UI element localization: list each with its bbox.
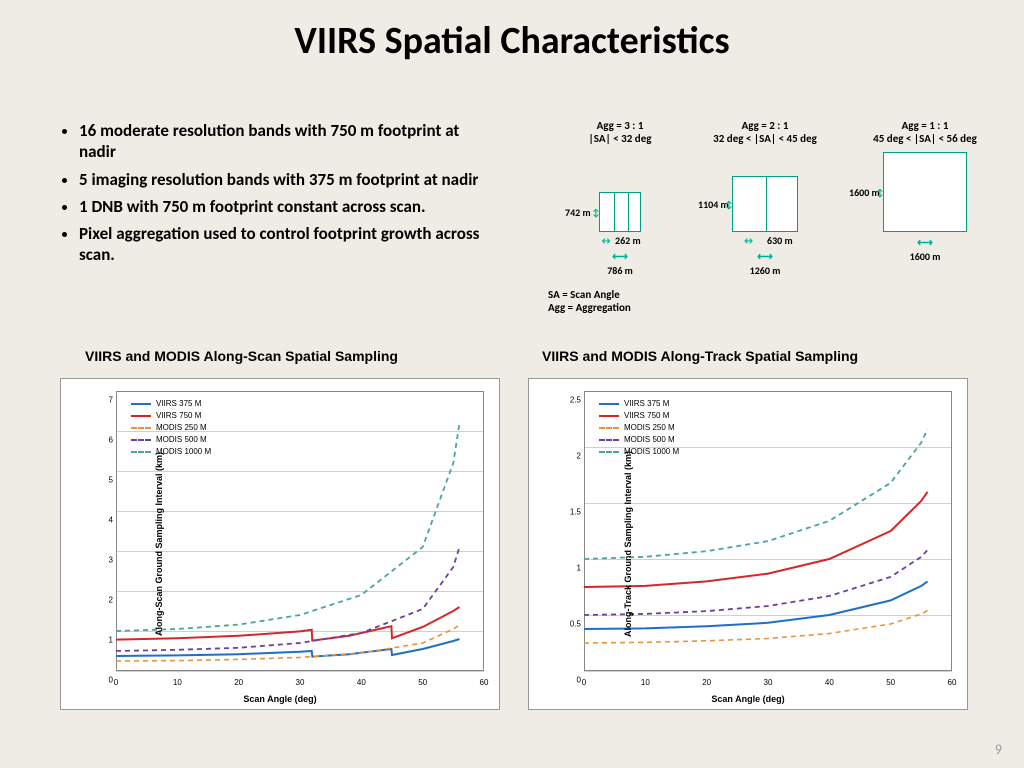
- aggregation-diagram: Agg = 3 : 1|SA| < 32 deg742 m↕↔262 m⟷786…: [510, 120, 1000, 320]
- agg-width-label: 1260 m: [695, 264, 835, 277]
- agg-inner-width: 630 m: [767, 234, 793, 247]
- bullet-list: 16 moderate resolution bands with 750 m …: [55, 120, 485, 272]
- bullet-item: Pixel aggregation used to control footpr…: [79, 223, 485, 266]
- agg-pixel-box: [599, 192, 641, 232]
- bullet-item: 1 DNB with 750 m footprint constant acro…: [79, 196, 485, 217]
- bullet-item: 16 moderate resolution bands with 750 m …: [79, 120, 485, 163]
- bullet-item: 5 imaging resolution bands with 375 m fo…: [79, 169, 485, 190]
- chart-along-scan: 012345670102030405060VIIRS 375 MVIIRS 75…: [60, 378, 500, 710]
- page-number: 9: [995, 741, 1002, 758]
- chart-legend: VIIRS 375 MVIIRS 750 MMODIS 250 MMODIS 5…: [599, 399, 679, 459]
- y-axis-label: Along-Track Ground Sampling Interval (km…: [623, 451, 633, 637]
- y-axis-label: Along-Scan Ground Sampling Interval (km): [154, 452, 164, 636]
- agg-pixel-box: [732, 176, 798, 232]
- agg-legend-note: SA = Scan AngleAgg = Aggregation: [548, 288, 631, 314]
- agg-width-label: 786 m: [550, 264, 690, 277]
- x-axis-label: Scan Angle (deg): [529, 694, 967, 704]
- agg-pixel-box: [883, 152, 967, 232]
- chart-along-track: 00.511.522.50102030405060VIIRS 375 MVIIR…: [528, 378, 968, 710]
- page-title: VIIRS Spatial Characteristics: [0, 0, 1024, 64]
- agg-height-label: 742 m: [565, 206, 591, 219]
- chart-legend: VIIRS 375 MVIIRS 750 MMODIS 250 MMODIS 5…: [131, 399, 211, 459]
- chart1-title: VIIRS and MODIS Along-Scan Spatial Sampl…: [85, 348, 398, 364]
- chart2-title: VIIRS and MODIS Along-Track Spatial Samp…: [542, 348, 858, 364]
- x-axis-label: Scan Angle (deg): [61, 694, 499, 704]
- agg-inner-width: 262 m: [615, 234, 641, 247]
- agg-width-label: 1600 m: [855, 250, 995, 263]
- agg-label: Agg = 2 : 132 deg < |SA| < 45 deg: [695, 120, 835, 145]
- agg-label: Agg = 1 : 145 deg < |SA| < 56 deg: [855, 120, 995, 145]
- agg-label: Agg = 3 : 1|SA| < 32 deg: [550, 120, 690, 145]
